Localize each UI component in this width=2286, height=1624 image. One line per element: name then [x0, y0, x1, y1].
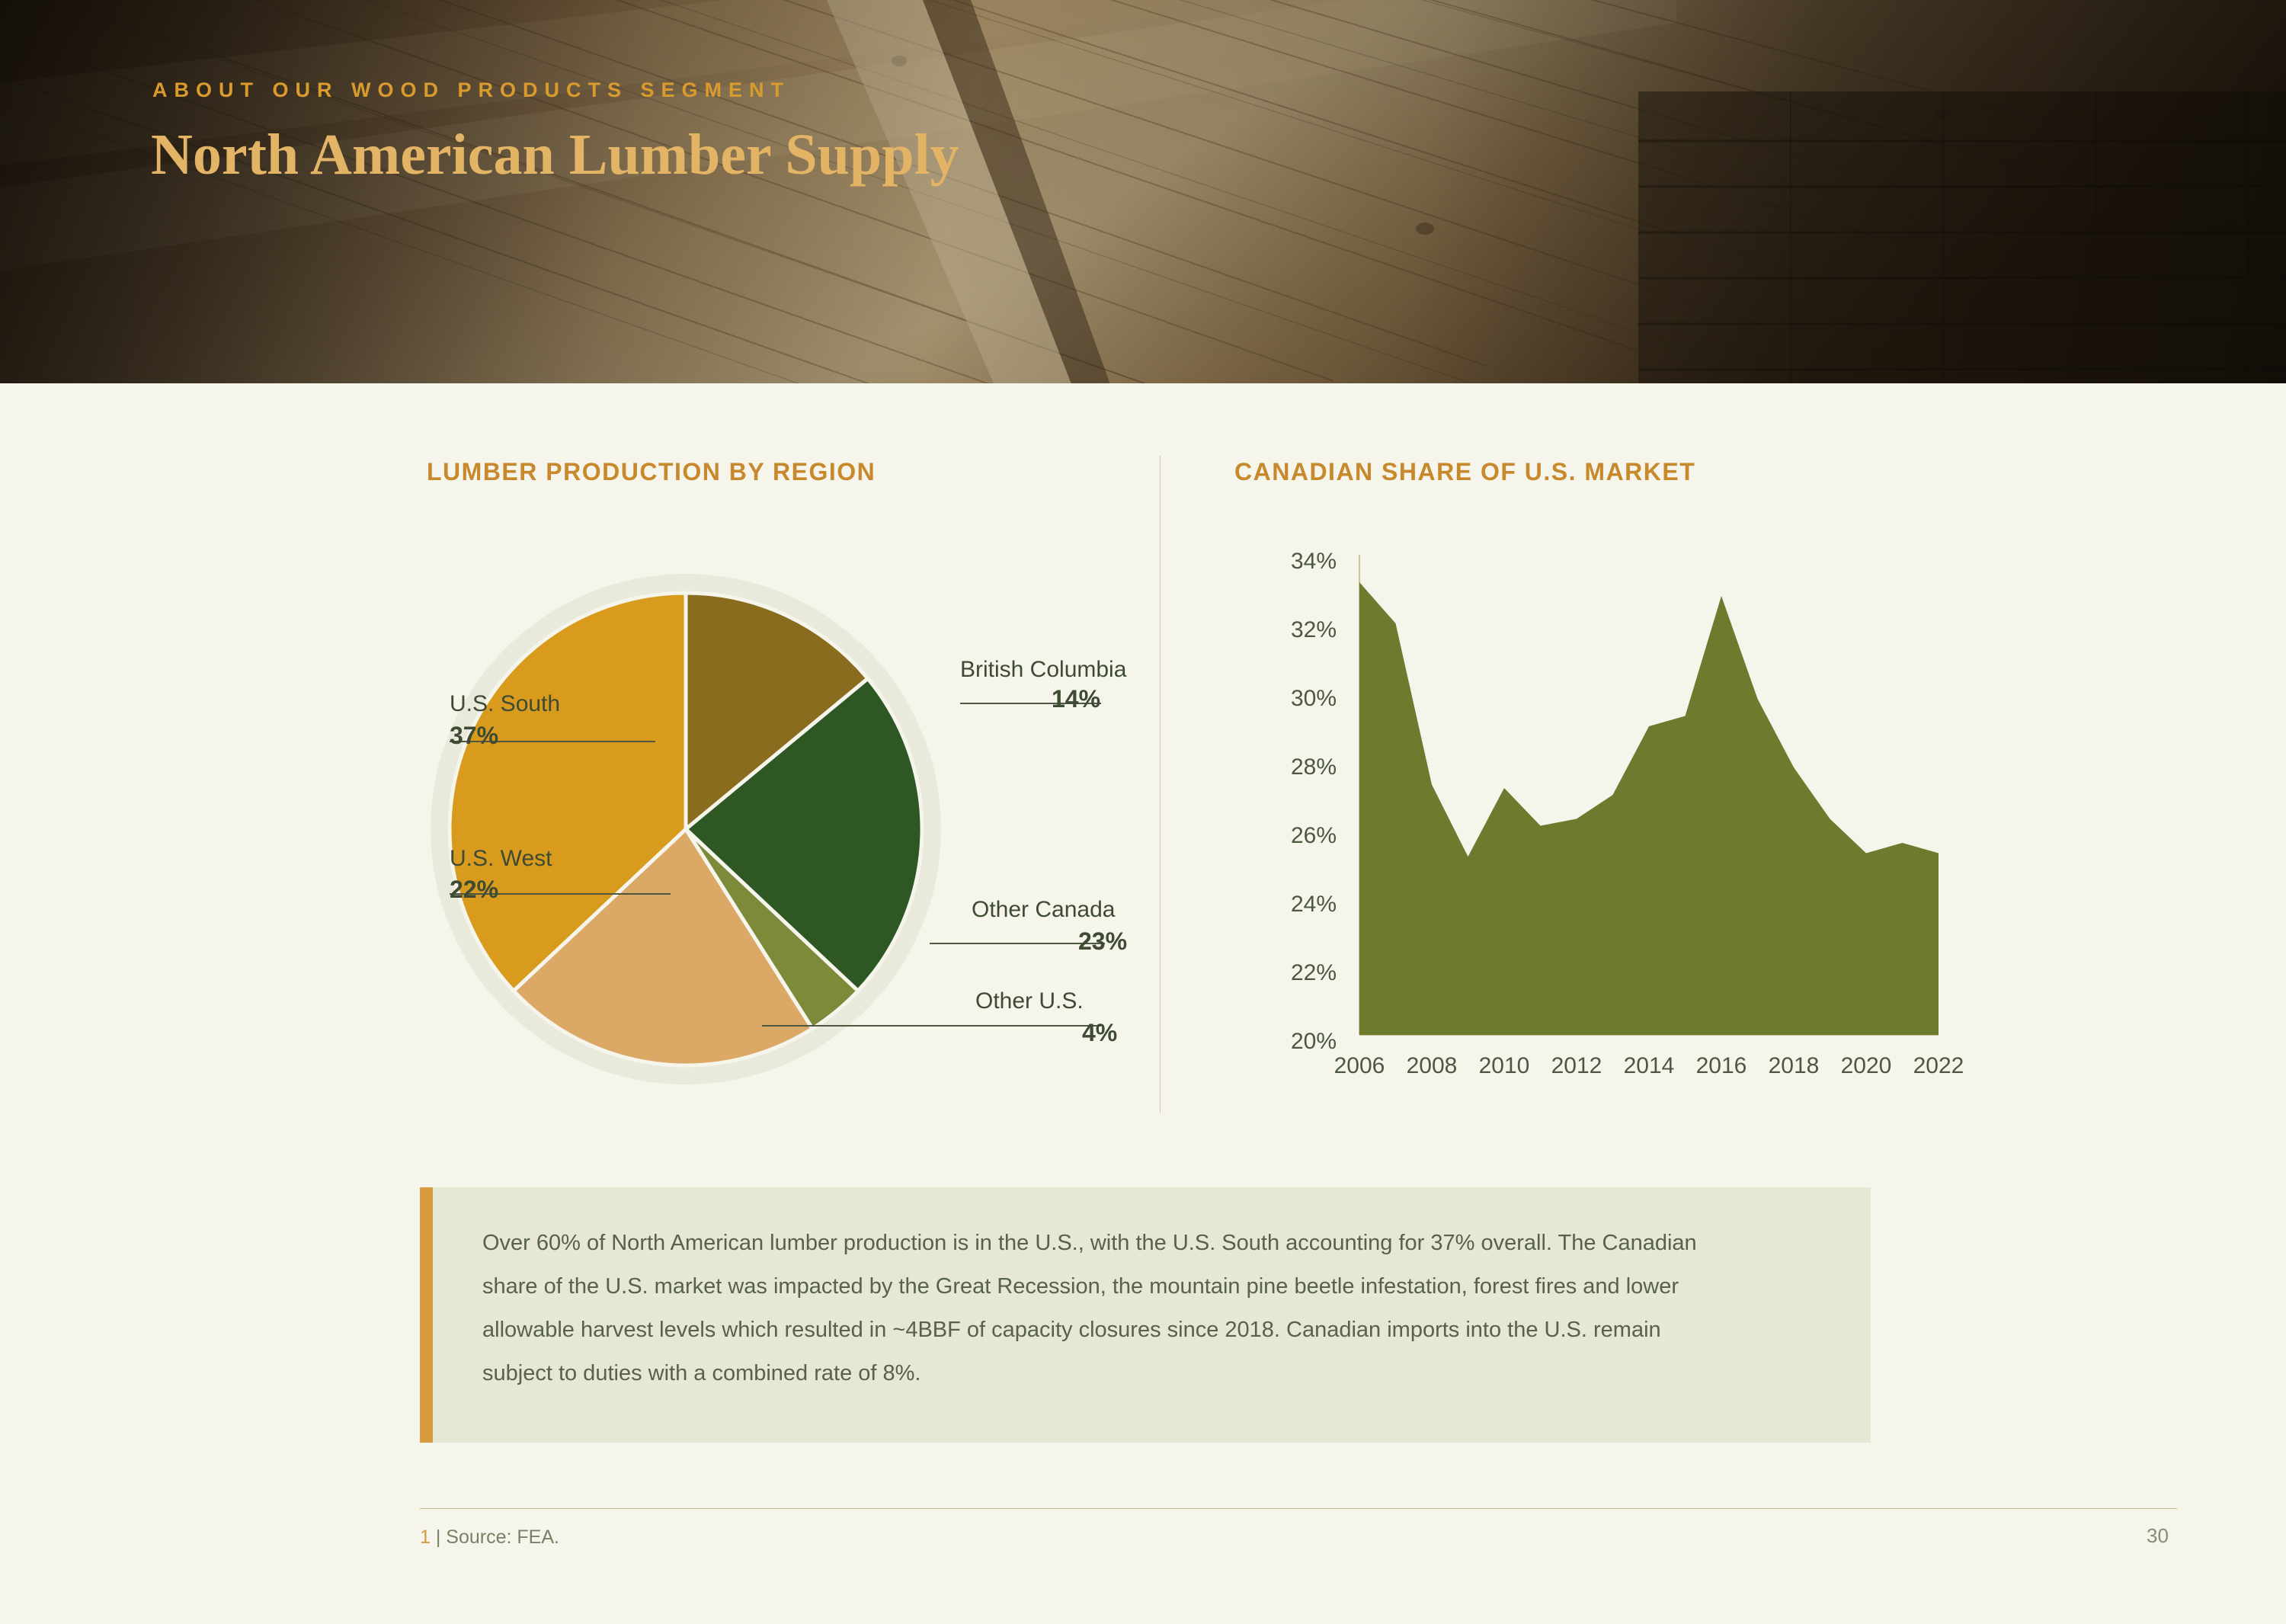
svg-text:2008: 2008 [1407, 1053, 1458, 1078]
svg-text:4%: 4% [1082, 1019, 1117, 1046]
svg-text:37%: 37% [450, 722, 498, 749]
svg-text:14%: 14% [1052, 685, 1100, 713]
svg-text:30%: 30% [1291, 686, 1337, 711]
svg-text:2022: 2022 [1913, 1053, 1964, 1078]
svg-text:U.S. South: U.S. South [450, 691, 560, 716]
svg-text:22%: 22% [450, 876, 498, 903]
svg-text:23%: 23% [1078, 927, 1127, 955]
svg-text:24%: 24% [1291, 892, 1337, 917]
svg-text:2006: 2006 [1334, 1053, 1385, 1078]
svg-text:32%: 32% [1291, 617, 1337, 642]
svg-text:Other Canada: Other Canada [972, 897, 1116, 922]
svg-text:U.S. West: U.S. West [450, 846, 552, 871]
svg-text:2012: 2012 [1551, 1053, 1602, 1078]
svg-text:28%: 28% [1291, 754, 1337, 780]
svg-text:2016: 2016 [1696, 1053, 1747, 1078]
svg-text:2010: 2010 [1479, 1053, 1530, 1078]
svg-text:2018: 2018 [1769, 1053, 1820, 1078]
svg-text:34%: 34% [1291, 549, 1337, 574]
svg-text:20%: 20% [1291, 1029, 1337, 1054]
svg-text:2020: 2020 [1841, 1053, 1892, 1078]
svg-text:2014: 2014 [1624, 1053, 1675, 1078]
svg-text:22%: 22% [1291, 960, 1337, 985]
svg-text:Other U.S.: Other U.S. [975, 988, 1084, 1014]
svg-text:British Columbia: British Columbia [960, 657, 1127, 682]
svg-text:26%: 26% [1291, 823, 1337, 848]
